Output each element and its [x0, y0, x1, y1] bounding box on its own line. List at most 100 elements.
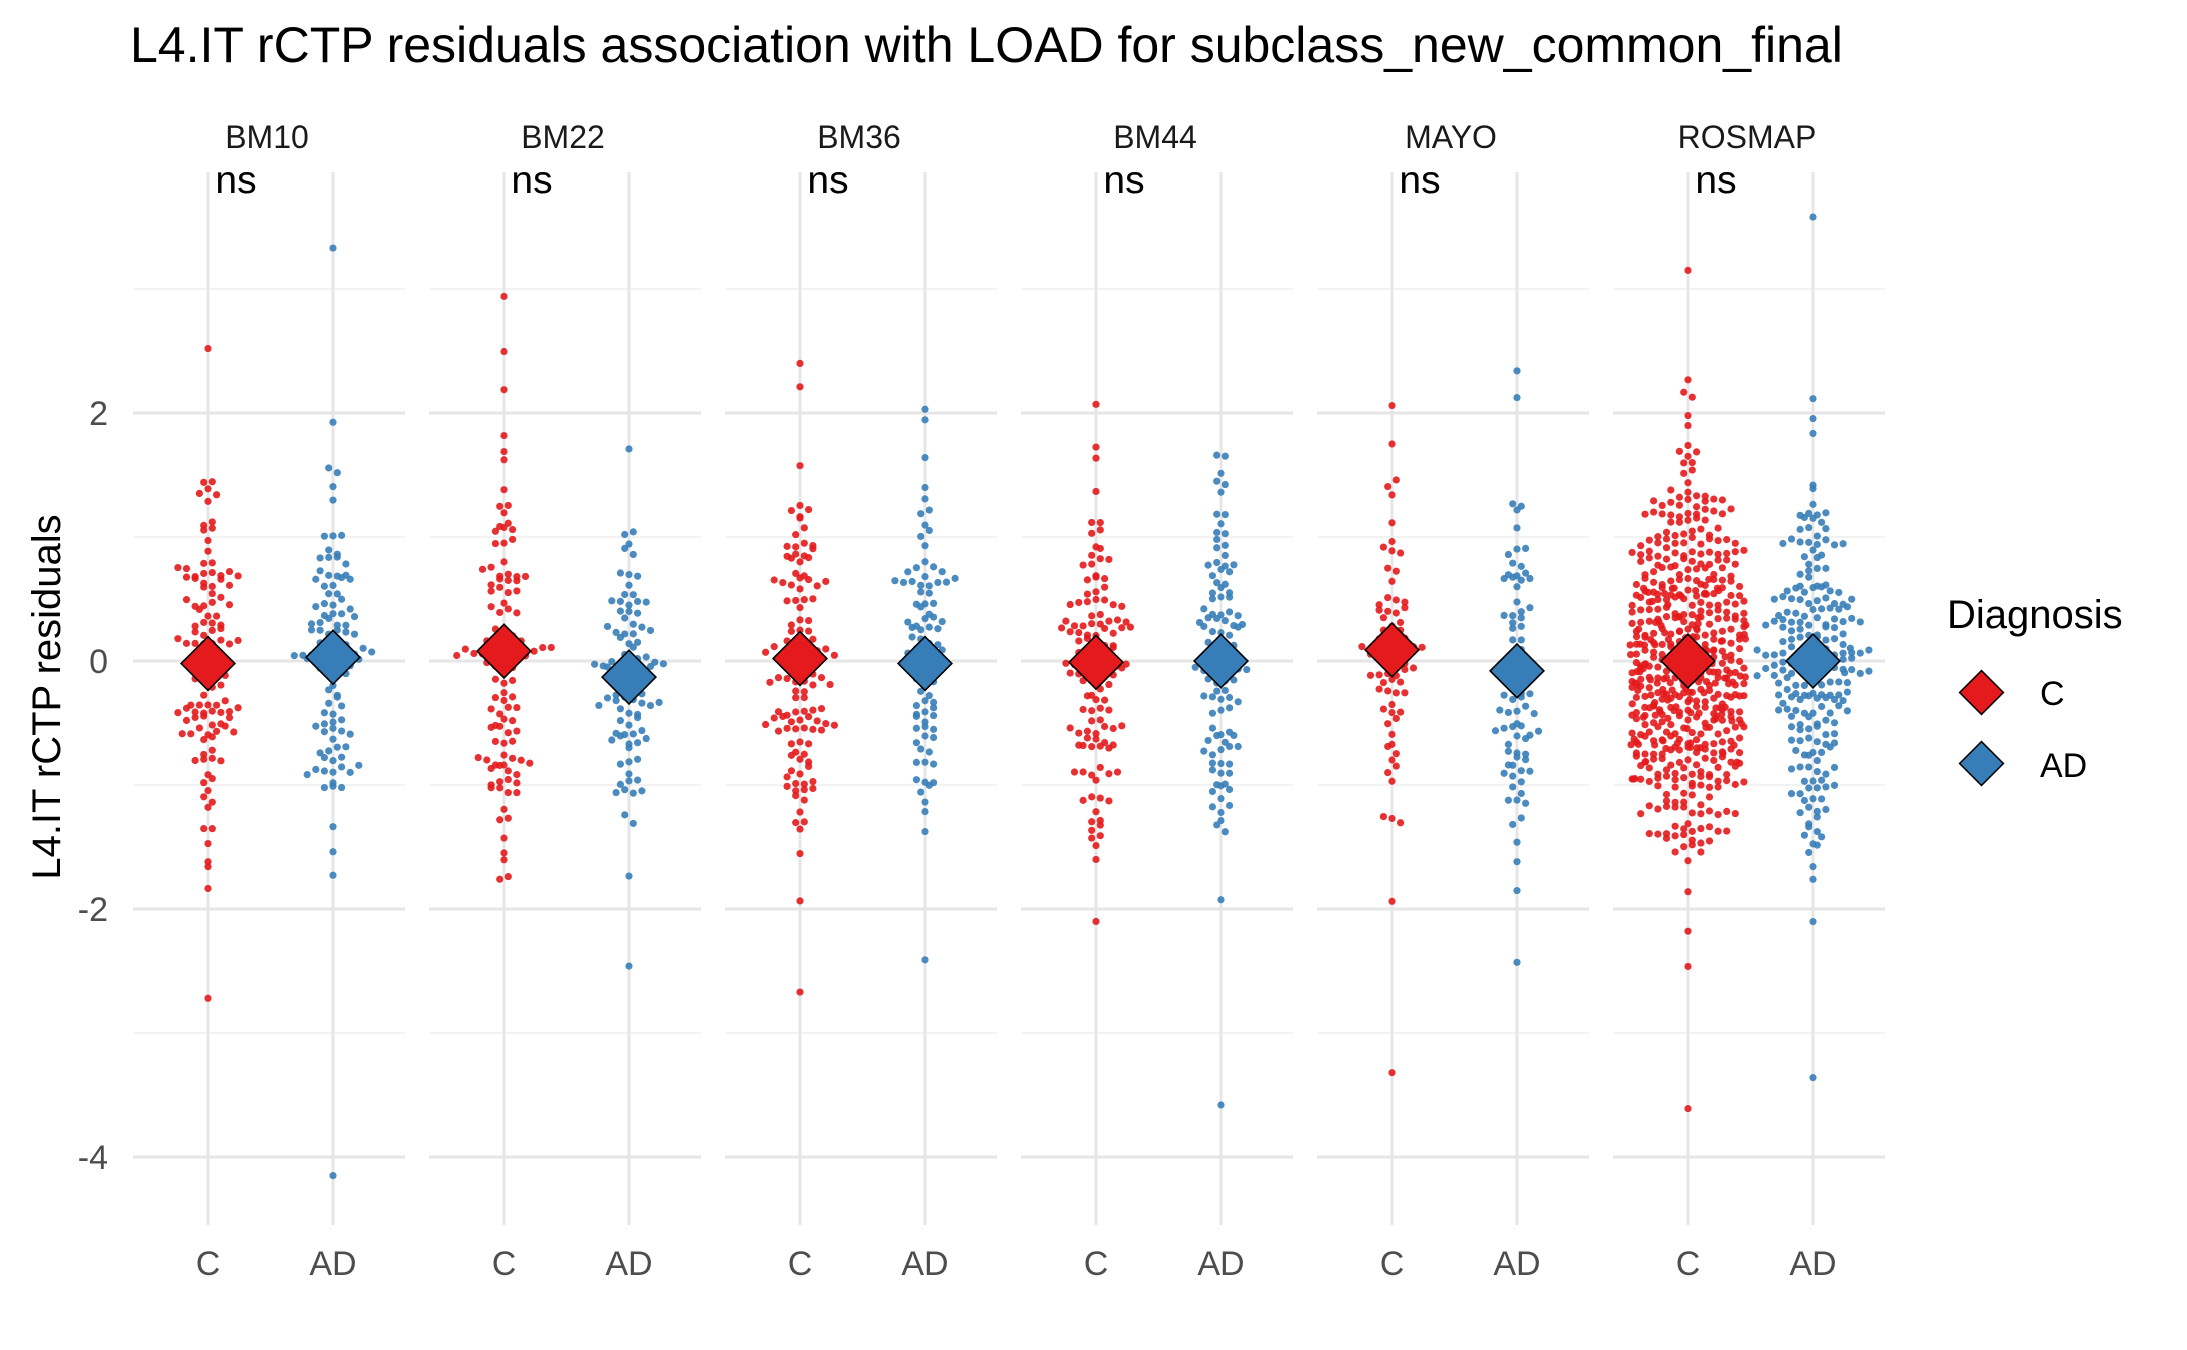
- data-point: [487, 587, 495, 595]
- data-point: [1688, 621, 1696, 629]
- significance-label: ns: [511, 159, 552, 202]
- data-point: [1096, 610, 1104, 619]
- data-point: [800, 750, 808, 758]
- data-point: [1392, 609, 1400, 617]
- data-point: [1628, 601, 1636, 609]
- data-point: [1684, 857, 1692, 865]
- data-point: [1671, 769, 1679, 778]
- data-point: [496, 778, 504, 786]
- data-point: [1710, 756, 1718, 765]
- data-point: [1092, 487, 1100, 496]
- data-point: [942, 578, 951, 586]
- data-point: [796, 616, 804, 624]
- data-point: [1705, 783, 1714, 791]
- data-point: [325, 546, 333, 554]
- data-point: [616, 760, 625, 768]
- data-point: [917, 687, 925, 695]
- data-point: [1822, 636, 1830, 644]
- data-point: [1401, 665, 1409, 674]
- data-point: [1509, 783, 1517, 791]
- data-point: [1221, 480, 1229, 489]
- data-point: [1830, 719, 1839, 727]
- data-point: [1651, 618, 1660, 627]
- data-point: [1714, 827, 1722, 835]
- data-point: [1526, 604, 1534, 612]
- data-point: [1075, 598, 1083, 607]
- chart-title: L4.IT rCTP residuals association with LO…: [130, 17, 1843, 73]
- data-point: [513, 609, 521, 617]
- data-point: [805, 758, 813, 766]
- data-point: [1714, 556, 1722, 564]
- data-point: [1779, 623, 1787, 631]
- data-point: [1693, 448, 1701, 456]
- data-point: [500, 558, 508, 566]
- data-point: [350, 612, 359, 621]
- data-point: [1813, 784, 1821, 792]
- data-point: [500, 805, 508, 813]
- data-point: [796, 897, 804, 905]
- data-point: [1058, 624, 1066, 632]
- data-point: [1651, 698, 1659, 707]
- data-point: [1697, 550, 1705, 558]
- data-point: [1723, 598, 1731, 606]
- data-point: [325, 553, 333, 561]
- data-point: [1522, 750, 1530, 758]
- data-point: [1710, 495, 1718, 503]
- data-point: [651, 658, 659, 666]
- data-point: [504, 519, 512, 527]
- data-point: [1109, 642, 1117, 650]
- data-point: [1731, 600, 1739, 608]
- data-point: [1693, 592, 1701, 600]
- data-point: [491, 737, 499, 746]
- data-point: [1662, 772, 1671, 780]
- data-point: [303, 770, 311, 779]
- data-point: [225, 567, 234, 576]
- data-point: [1813, 511, 1821, 519]
- data-point: [1805, 848, 1813, 857]
- data-point: [1783, 587, 1791, 595]
- data-point: [320, 728, 328, 736]
- data-point: [1388, 700, 1396, 709]
- data-point: [526, 759, 534, 767]
- data-point: [325, 590, 333, 598]
- data-point: [230, 728, 238, 736]
- data-point: [1740, 680, 1748, 688]
- data-point: [1664, 714, 1672, 722]
- data-point: [1701, 581, 1709, 589]
- data-point: [208, 774, 216, 783]
- data-point: [1628, 700, 1636, 708]
- data-point: [796, 626, 804, 634]
- data-point: [1509, 612, 1517, 620]
- data-point: [1714, 730, 1722, 738]
- data-point: [1379, 812, 1387, 821]
- data-point: [1783, 705, 1791, 713]
- data-point: [1664, 601, 1672, 609]
- data-point: [1667, 591, 1675, 599]
- data-point: [1697, 525, 1705, 533]
- data-point: [1718, 710, 1726, 718]
- data-point: [329, 496, 337, 504]
- data-point: [338, 783, 346, 792]
- data-point: [1688, 459, 1696, 467]
- data-point: [1213, 535, 1221, 544]
- data-point: [200, 691, 208, 699]
- data-point: [1710, 570, 1718, 579]
- data-point: [191, 572, 199, 581]
- data-point: [1656, 708, 1664, 716]
- data-point: [1693, 577, 1701, 585]
- data-point: [1658, 640, 1666, 649]
- data-point: [182, 716, 191, 724]
- data-point: [508, 676, 517, 685]
- data-point: [208, 559, 216, 567]
- significance-label: ns: [1695, 159, 1736, 202]
- data-point: [1705, 837, 1714, 845]
- data-point: [1226, 693, 1234, 702]
- data-point: [1221, 686, 1229, 695]
- data-point: [500, 599, 508, 607]
- data-point: [1813, 540, 1821, 549]
- data-point: [208, 626, 216, 634]
- data-point: [1830, 615, 1839, 623]
- data-point: [316, 626, 324, 634]
- data-point: [1645, 830, 1653, 838]
- data-point: [1379, 678, 1387, 687]
